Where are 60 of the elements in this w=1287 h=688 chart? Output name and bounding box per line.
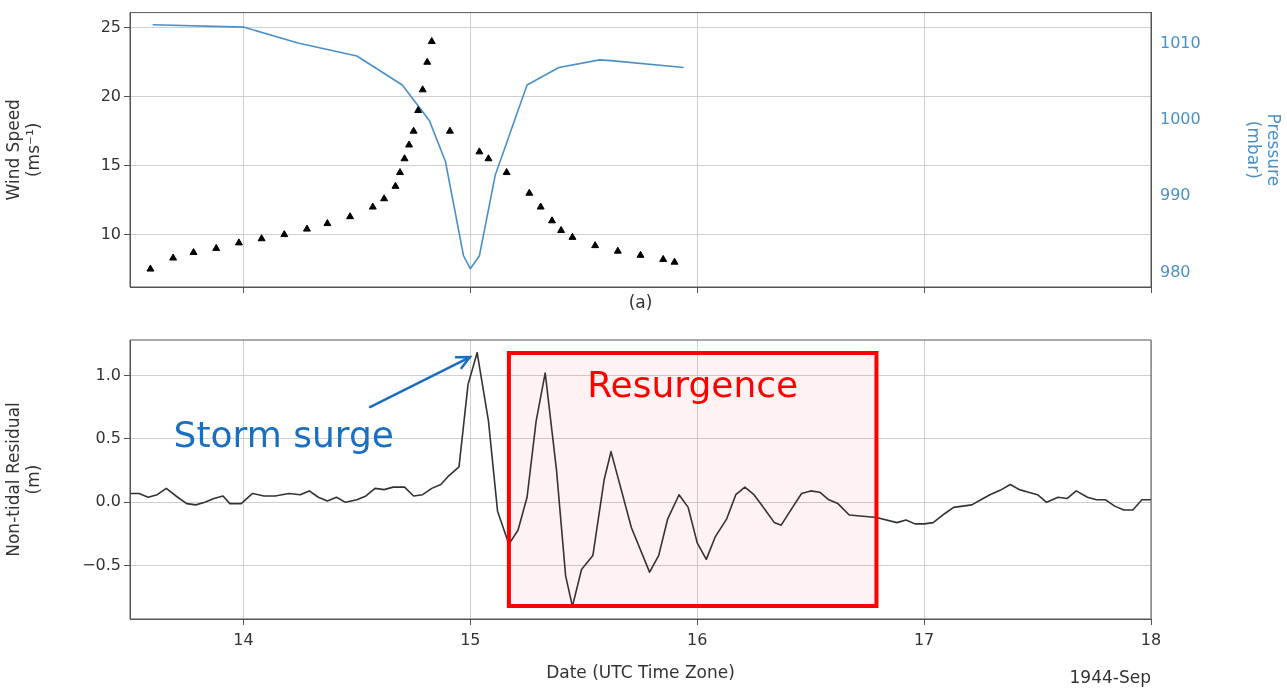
y-axis-title: Wind Speed (ms⁻¹): [2, 99, 44, 201]
y-tick-label: 10: [100, 223, 121, 243]
y2-tick-label: 990: [1160, 185, 1191, 205]
point: [169, 253, 178, 261]
point: [405, 140, 414, 148]
point: [368, 202, 377, 210]
y-tick-label: 0.0: [95, 491, 121, 511]
point: [445, 126, 454, 134]
point: [484, 154, 493, 162]
point: [613, 246, 622, 254]
point: [418, 85, 427, 93]
point: [189, 248, 198, 256]
x-tick-label: 14: [233, 629, 254, 649]
y-tick-label: 1.0: [95, 364, 121, 384]
point: [257, 234, 266, 242]
point: [380, 194, 389, 202]
point: [502, 168, 511, 176]
point: [212, 243, 221, 251]
point: [659, 254, 668, 262]
point: [536, 202, 545, 210]
point: [280, 230, 289, 238]
point: [414, 106, 423, 113]
y-tick-label: −0.5: [82, 554, 121, 574]
y2-axis-title: Pressure (mbar): [1243, 113, 1285, 187]
point: [591, 241, 600, 249]
text: 1944-Sep: [1069, 666, 1151, 687]
point: [636, 250, 645, 258]
point: [475, 147, 484, 155]
x-tick-label: 15: [460, 629, 481, 649]
point: [400, 154, 409, 162]
point: [548, 216, 556, 224]
y-tick-label: 25: [100, 16, 121, 36]
point: [391, 181, 400, 189]
y-tick-label: 15: [100, 154, 121, 174]
x-tick-label: 18: [1140, 629, 1162, 649]
point: [234, 238, 243, 246]
point: [303, 224, 311, 232]
point: [396, 168, 404, 176]
point: [146, 264, 155, 272]
point: [323, 219, 332, 227]
x-axis-title: Date (UTC Time Zone): [546, 662, 735, 683]
point: [423, 57, 432, 65]
y2-tick-label: 980: [1160, 261, 1191, 281]
band-label: Resurgence: [587, 364, 799, 406]
point: [557, 225, 566, 233]
annotation: Storm surge: [173, 414, 394, 456]
point: [670, 257, 679, 265]
point: [346, 212, 355, 220]
y2-tick-label: 1000: [1160, 109, 1201, 129]
x-axis-title: (a): [628, 292, 653, 313]
y2-tick-label: 1010: [1160, 33, 1201, 53]
point: [525, 188, 534, 196]
point: [409, 126, 418, 134]
x-tick-label: 17: [913, 629, 935, 649]
y-axis-title: Non-tidal Residual (m): [2, 402, 44, 557]
y-tick-label: 0.5: [95, 428, 121, 448]
x-tick-label: 16: [687, 629, 708, 649]
point: [568, 232, 577, 240]
point: [427, 37, 436, 45]
y-tick-label: 20: [100, 85, 121, 105]
